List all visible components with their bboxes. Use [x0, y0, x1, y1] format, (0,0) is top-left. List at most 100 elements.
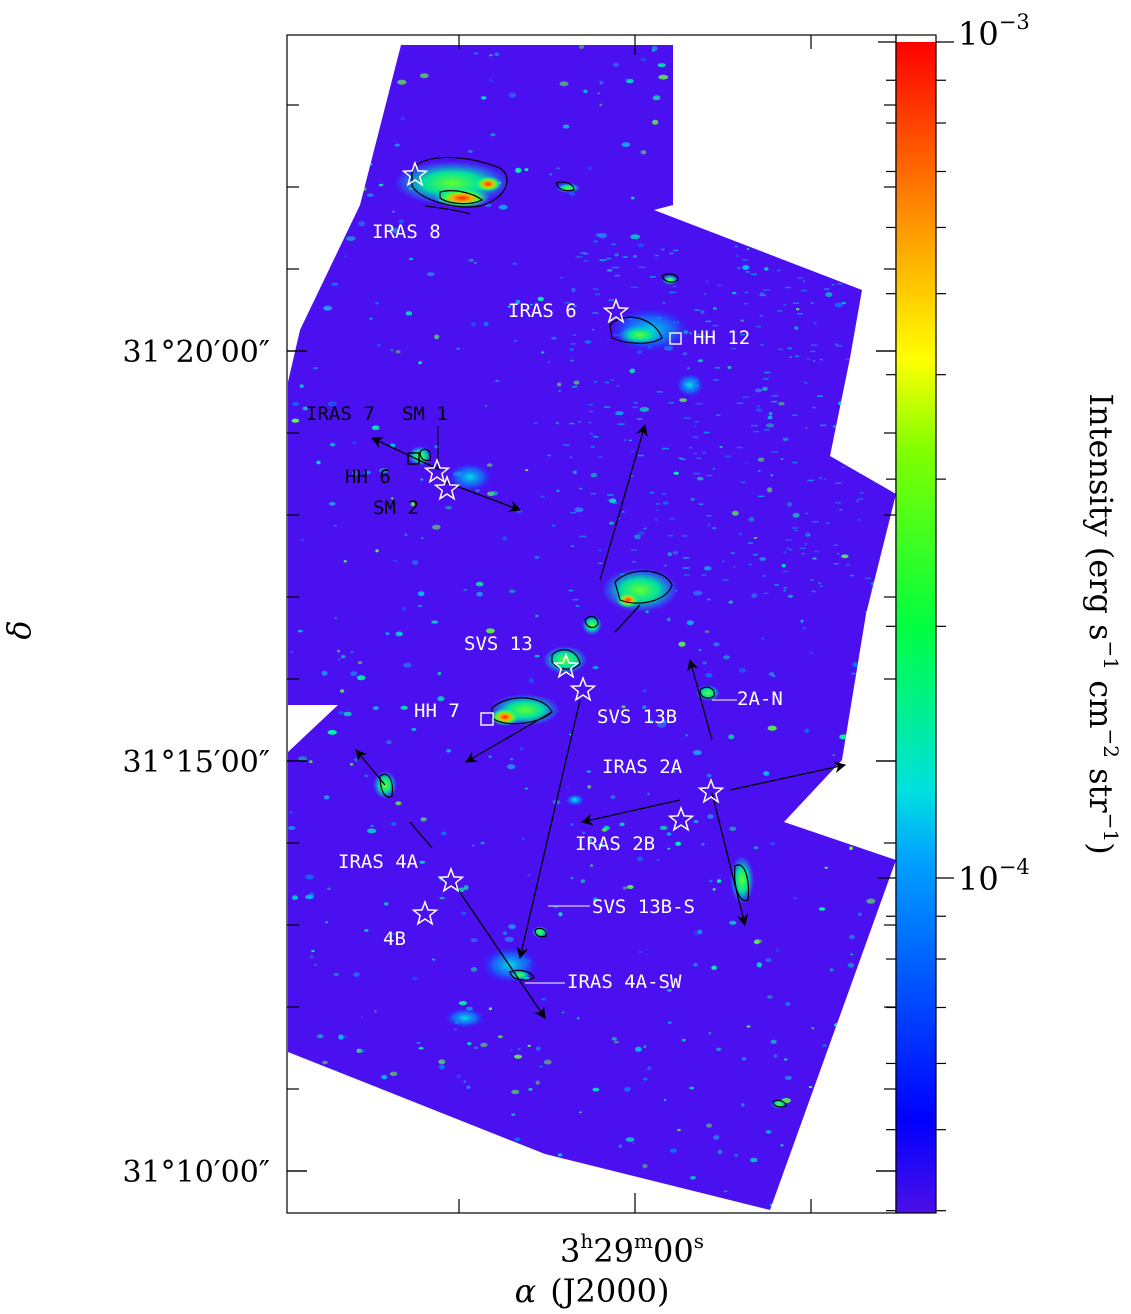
noise-speck	[830, 968, 834, 972]
noise-speck	[692, 436, 698, 438]
noise-speck	[836, 552, 841, 555]
noise-speck	[807, 479, 814, 482]
noise-speck	[811, 590, 816, 593]
noise-speck	[614, 1040, 619, 1044]
noise-speck	[763, 771, 770, 776]
noise-speck	[583, 89, 588, 94]
star-icon	[437, 866, 465, 893]
noise-speck	[768, 672, 775, 676]
noise-speck	[544, 1059, 552, 1065]
noise-speck	[652, 95, 661, 101]
noise-speck	[458, 1001, 467, 1006]
noise-speck	[534, 654, 540, 658]
noise-speck	[354, 757, 360, 762]
noise-speck	[800, 289, 807, 292]
noise-speck	[667, 552, 672, 557]
noise-speck	[331, 282, 339, 286]
noise-speck	[400, 705, 408, 710]
noise-speck	[782, 570, 789, 573]
noise-speck	[789, 356, 792, 358]
noise-speck	[759, 292, 765, 295]
noise-speck	[722, 560, 725, 562]
noise-speck	[845, 358, 852, 361]
noise-speck	[776, 949, 779, 952]
noise-speck	[850, 574, 854, 577]
noise-speck	[836, 345, 842, 347]
noise-speck	[831, 284, 835, 286]
noise-speck	[456, 347, 460, 350]
noise-speck	[349, 762, 354, 766]
noise-speck	[486, 463, 493, 467]
star-icon	[602, 297, 630, 324]
noise-speck	[398, 219, 405, 224]
noise-speck	[639, 407, 650, 412]
noise-speck	[696, 476, 704, 481]
noise-speck	[419, 860, 426, 864]
noise-speck	[556, 167, 560, 170]
x-tick-label: 3h29m00s	[560, 1229, 704, 1270]
noise-speck	[655, 503, 660, 505]
noise-speck	[702, 336, 706, 338]
noise-speck	[684, 574, 690, 576]
noise-speck	[753, 537, 758, 539]
noise-speck	[740, 319, 745, 322]
noise-speck	[625, 1137, 635, 1142]
noise-speck	[607, 494, 614, 496]
noise-speck	[480, 841, 485, 845]
label-4b: 4B	[383, 928, 406, 950]
noise-speck	[557, 382, 562, 387]
noise-speck	[379, 468, 389, 474]
noise-speck	[717, 1149, 723, 1154]
noise-speck	[778, 348, 784, 351]
noise-speck	[860, 492, 864, 494]
noise-speck	[535, 1080, 540, 1085]
noise-speck	[797, 313, 803, 315]
noise-speck	[571, 288, 576, 293]
noise-speck	[832, 754, 836, 756]
noise-speck	[636, 856, 644, 862]
x-axis-label: α (J2000)	[515, 1272, 670, 1310]
star-icon	[697, 777, 725, 804]
noise-speck	[572, 470, 578, 475]
noise-speck	[623, 439, 626, 441]
noise-speck	[661, 248, 665, 251]
noise-speck	[743, 302, 748, 305]
noise-speck	[514, 1137, 521, 1142]
noise-speck	[400, 117, 406, 121]
noise-speck	[569, 456, 573, 459]
noise-speck	[753, 939, 760, 945]
noise-speck	[805, 532, 811, 538]
noise-speck	[316, 1034, 324, 1039]
noise-speck	[636, 418, 643, 420]
label-iras2b: IRAS 2B	[575, 833, 655, 855]
noise-speck	[809, 651, 814, 655]
star-icon	[569, 675, 597, 702]
noise-speck	[393, 559, 398, 562]
noise-speck	[291, 418, 300, 423]
noise-speck	[530, 303, 533, 306]
noise-speck	[651, 46, 658, 51]
noise-speck	[390, 497, 394, 500]
noise-speck	[589, 410, 594, 413]
noise-speck	[622, 511, 625, 513]
noise-speck	[783, 589, 787, 592]
noise-speck	[358, 1048, 366, 1053]
noise-speck	[595, 293, 601, 296]
noise-speck	[643, 1045, 647, 1049]
noise-speck	[744, 291, 749, 294]
noise-speck	[783, 551, 787, 554]
noise-speck	[681, 1038, 686, 1042]
noise-speck	[378, 183, 384, 187]
noise-speck	[723, 655, 730, 660]
noise-speck	[395, 350, 401, 354]
noise-speck	[615, 411, 624, 416]
noise-speck	[614, 253, 619, 257]
noise-speck	[833, 563, 839, 565]
noise-speck	[426, 272, 435, 277]
noise-speck	[690, 497, 695, 501]
noise-speck	[841, 301, 846, 305]
noise-speck	[761, 637, 765, 640]
noise-speck	[373, 706, 379, 710]
noise-speck	[607, 499, 613, 501]
noise-speck	[570, 823, 574, 826]
